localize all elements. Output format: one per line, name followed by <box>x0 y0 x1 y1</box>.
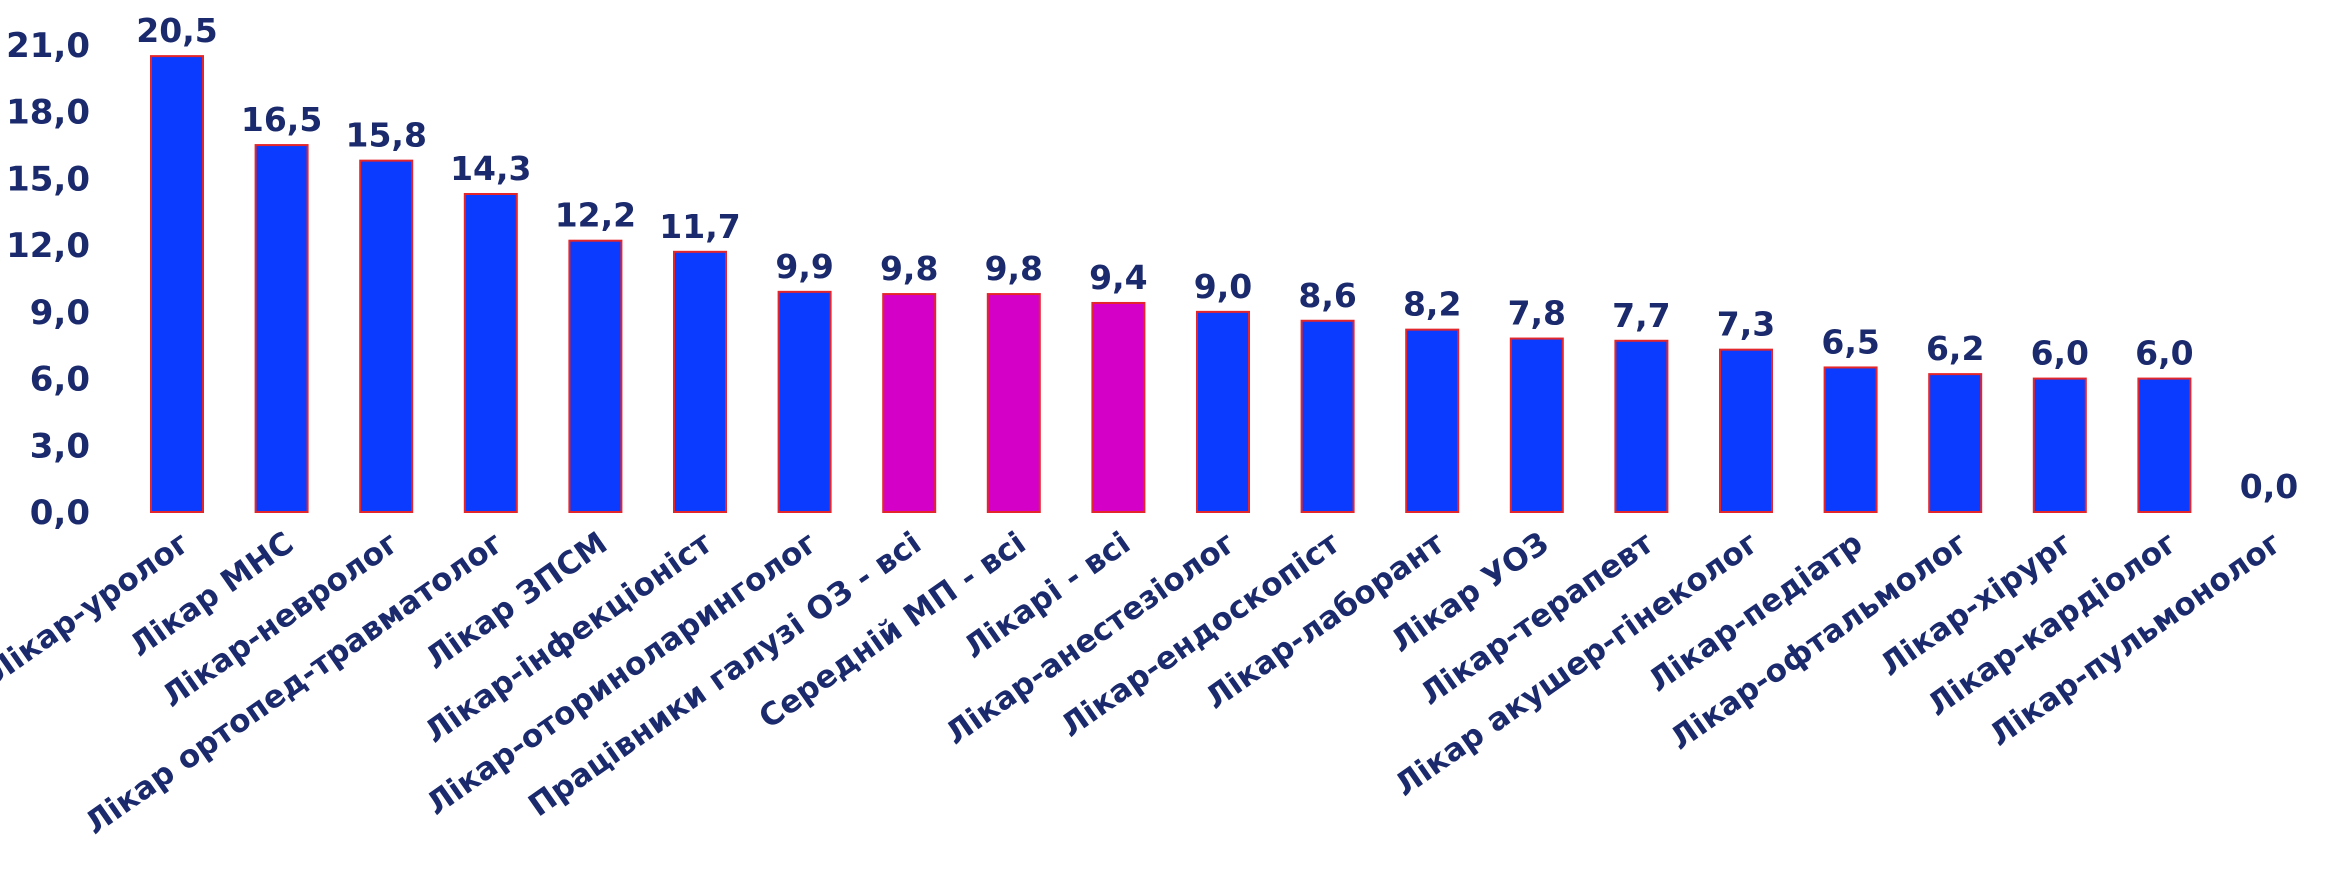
data-label: 9,0 <box>1194 267 1252 306</box>
data-label: 7,3 <box>1717 305 1775 344</box>
data-label: 16,5 <box>241 100 322 139</box>
bar <box>986 293 1041 514</box>
data-label: 6,2 <box>1926 329 1984 368</box>
bar <box>568 239 623 513</box>
data-label: 9,8 <box>985 249 1043 288</box>
data-label: 9,9 <box>775 247 833 286</box>
bars <box>150 55 2192 514</box>
data-label: 7,7 <box>1612 296 1670 335</box>
y-tick-label: 12,0 <box>6 226 90 266</box>
data-label: 8,2 <box>1403 285 1461 324</box>
y-tick-label: 0,0 <box>30 493 90 533</box>
bar <box>1614 339 1669 513</box>
y-tick-label: 18,0 <box>6 93 90 133</box>
data-label: 14,3 <box>450 149 531 188</box>
data-labels: 20,5 16,5 15,8 14,3 12,2 11,7 9,9 9,8 9,8 9,4 9,0 8… <box>136 11 2298 506</box>
y-axis: 0,0 3,0 6,0 9,0 12,0 15,0 18,0 21,0 <box>6 26 90 533</box>
bar <box>2137 377 2192 514</box>
data-label: 9,8 <box>880 249 938 288</box>
bar <box>254 144 309 513</box>
bar <box>1091 301 1146 514</box>
bar <box>2032 377 2087 514</box>
y-tick-label: 15,0 <box>6 159 90 199</box>
bar <box>673 250 727 513</box>
bar <box>882 293 937 514</box>
y-tick-label: 9,0 <box>30 293 90 333</box>
bar <box>1719 348 1773 513</box>
y-tick-label: 6,0 <box>30 360 90 400</box>
data-label: 12,2 <box>555 196 636 235</box>
data-label: 6,0 <box>2135 334 2193 373</box>
data-label: 15,8 <box>345 116 426 155</box>
bar <box>463 192 518 513</box>
data-label: 11,7 <box>659 207 740 246</box>
data-label: 9,4 <box>1089 258 1147 297</box>
data-label: 6,5 <box>1821 322 1879 361</box>
data-label: 0,0 <box>2240 467 2298 506</box>
bar <box>1300 319 1355 513</box>
data-label: 7,8 <box>1508 294 1566 333</box>
y-tick-label: 21,0 <box>6 26 90 66</box>
bar <box>359 159 414 513</box>
bar <box>1509 337 1564 513</box>
data-label: 6,0 <box>2031 334 2089 373</box>
bar <box>1823 366 1878 514</box>
bar <box>150 55 204 513</box>
y-tick-label: 3,0 <box>30 426 90 466</box>
data-label: 8,6 <box>1298 276 1356 315</box>
bar <box>777 290 832 514</box>
bar <box>1196 310 1250 513</box>
bar <box>1405 328 1460 513</box>
bar <box>1928 373 1983 513</box>
data-label: 20,5 <box>136 11 217 50</box>
